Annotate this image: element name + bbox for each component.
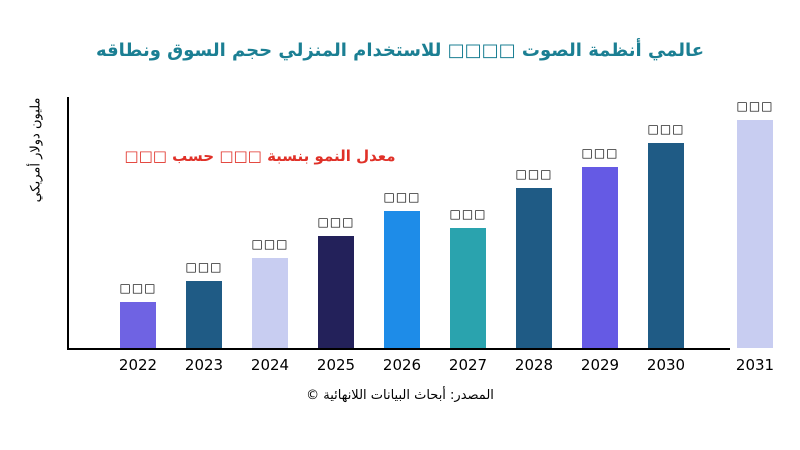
x-tick-label-2028: 2028 — [514, 356, 554, 374]
x-tick-label-2029: 2029 — [580, 356, 620, 374]
bar-2031 — [737, 120, 773, 348]
x-tick-label-2026: 2026 — [382, 356, 422, 374]
bar-2023 — [186, 281, 222, 348]
bar-value-label-2025: □□□ — [317, 215, 355, 229]
x-tick-label-2023: 2023 — [184, 356, 224, 374]
chart-title: عالمي أنظمة الصوت □□□□ للاستخدام المنزلي… — [95, 40, 705, 61]
y-axis-label: مليون دولار أمريكي — [28, 97, 44, 203]
bar-2022 — [120, 302, 156, 348]
x-tick-label-2024: 2024 — [250, 356, 290, 374]
bar-value-label-2023: □□□ — [185, 260, 223, 274]
x-tick-label-2025: 2025 — [316, 356, 356, 374]
bar-value-label-2029: □□□ — [581, 146, 619, 160]
x-tick-label-2027: 2027 — [448, 356, 488, 374]
growth-rate-annotation: معدل النمو بنسبة □□□ حسب □□□ — [124, 147, 396, 165]
bar-2028 — [516, 188, 552, 348]
x-axis-line — [67, 348, 730, 350]
bar-2026 — [384, 211, 420, 348]
bar-2024 — [252, 258, 288, 348]
bar-2027 — [450, 228, 486, 348]
bar-value-label-2027: □□□ — [449, 207, 487, 221]
bar-value-label-2024: □□□ — [251, 237, 289, 251]
source-text: المصدر: أبحاث البيانات اللانهائية © — [306, 388, 494, 403]
bar-value-label-2028: □□□ — [515, 167, 553, 181]
x-tick-label-2031: 2031 — [735, 356, 775, 374]
bar-2030 — [648, 143, 684, 348]
x-tick-label-2030: 2030 — [646, 356, 686, 374]
bar-value-label-2026: □□□ — [383, 190, 421, 204]
y-axis-line — [67, 97, 69, 350]
bar-value-label-2022: □□□ — [119, 281, 157, 295]
bar-2025 — [318, 236, 354, 348]
x-tick-label-2022: 2022 — [118, 356, 158, 374]
bar-value-label-2030: □□□ — [647, 122, 685, 136]
bar-value-label-2031: □□□ — [736, 99, 774, 113]
bar-2029 — [582, 167, 618, 348]
